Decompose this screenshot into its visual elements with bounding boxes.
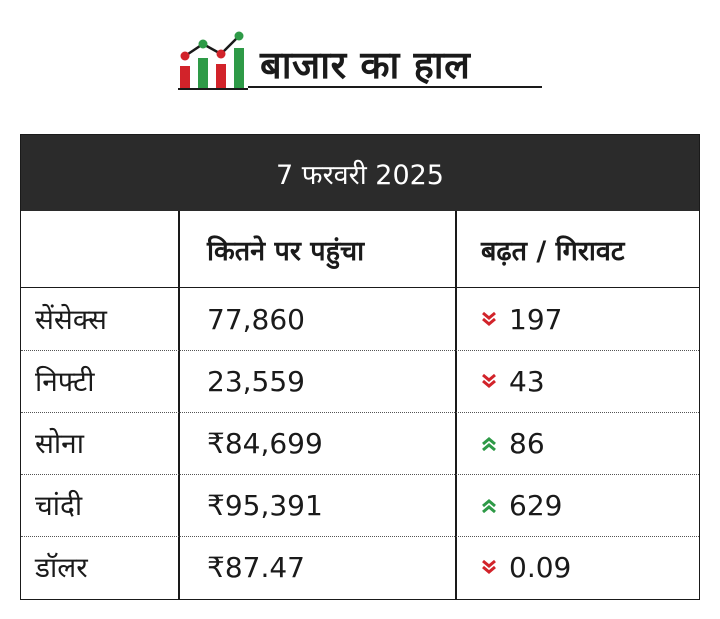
double-chevron-down-icon	[481, 373, 497, 389]
instrument-value: ₹87.47	[207, 550, 305, 584]
column-header-change: बढ़त / गिरावट	[481, 235, 625, 267]
instrument-change: 0.09	[481, 536, 571, 598]
change-value: 0.09	[509, 550, 572, 584]
double-chevron-up-icon	[481, 435, 497, 451]
change-value: 86	[509, 426, 545, 460]
column-header-value: कितने पर पहुंचा	[207, 235, 365, 267]
instrument-value: 23,559	[207, 364, 305, 398]
double-chevron-up-icon	[481, 497, 497, 513]
instrument-change: 629	[481, 474, 562, 536]
double-chevron-down-icon	[481, 311, 497, 327]
table-row: सेंसेक्स 77,860 197	[21, 288, 699, 351]
instrument-value: ₹95,391	[207, 488, 323, 522]
double-chevron-down-icon	[481, 559, 497, 575]
instrument-value: 77,860	[207, 302, 305, 336]
table-row: सोना ₹84,699 86	[21, 412, 699, 475]
table-row: चांदी ₹95,391 629	[21, 474, 699, 537]
instrument-name: चांदी	[35, 489, 83, 522]
page-title: बाजार का हाल	[260, 43, 471, 87]
table-row: निफ्टी 23,559 43	[21, 350, 699, 413]
instrument-change: 197	[481, 288, 562, 350]
instrument-name: सोना	[35, 427, 84, 460]
instrument-name: डॉलर	[35, 551, 88, 584]
column-divider	[178, 211, 180, 599]
market-table: 7 फरवरी 2025 कितने पर पहुंचा बढ़त / गिरा…	[20, 134, 700, 600]
instrument-name: सेंसेक्स	[35, 303, 107, 336]
instrument-change: 86	[481, 412, 545, 474]
date-heading: 7 फरवरी 2025	[21, 135, 699, 211]
instrument-name: निफ्टी	[35, 365, 95, 398]
title-underline	[248, 86, 542, 88]
column-header-row: कितने पर पहुंचा बढ़त / गिरावट	[21, 211, 699, 288]
change-value: 197	[509, 302, 563, 336]
market-chart-icon	[178, 31, 248, 90]
column-divider	[455, 211, 457, 599]
instrument-value: ₹84,699	[207, 426, 323, 460]
table-row: डॉलर ₹87.47 0.09	[21, 536, 699, 598]
change-value: 43	[509, 364, 545, 398]
header: बाजार का हाल	[178, 28, 542, 92]
instrument-change: 43	[481, 350, 545, 412]
change-value: 629	[509, 488, 563, 522]
